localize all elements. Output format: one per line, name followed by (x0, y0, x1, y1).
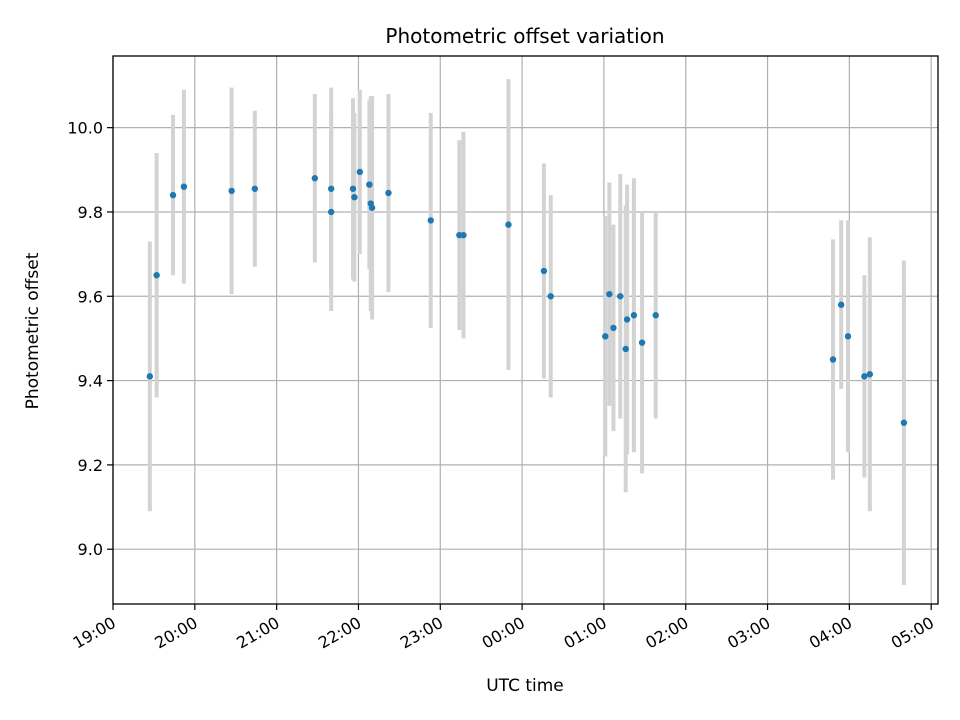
data-point (606, 290, 613, 298)
chart-title: Photometric offset variation (385, 24, 664, 48)
data-point (228, 187, 235, 195)
data-point (356, 168, 364, 176)
data-point (169, 191, 177, 199)
data-point (623, 316, 631, 323)
data-point (251, 185, 259, 192)
y-tick-label: 9.2 (78, 456, 103, 475)
data-point (638, 339, 646, 346)
data-point (861, 373, 868, 380)
data-point (153, 272, 160, 279)
data-point (652, 312, 659, 319)
grid (112, 56, 938, 604)
data-point (630, 312, 638, 319)
y-tick-label: 9.6 (78, 287, 103, 306)
plot-frame (112, 55, 939, 605)
data-point (427, 217, 434, 224)
data-point (844, 333, 852, 340)
y-axis-title: Photometric offset (23, 252, 43, 409)
data-point (146, 373, 154, 380)
y-tick-label: 10.0 (67, 119, 103, 138)
data-point (505, 221, 512, 228)
data-point (351, 194, 358, 201)
data-point (368, 204, 376, 211)
data-point (547, 293, 554, 300)
data-point (366, 181, 373, 188)
data-point (349, 185, 357, 192)
data-points (146, 168, 908, 426)
data-point (602, 333, 609, 340)
data-point (327, 185, 335, 192)
data-point (327, 208, 335, 216)
data-point (866, 371, 874, 378)
data-point (900, 419, 908, 426)
data-point (180, 183, 188, 190)
y-tick-label: 9.4 (78, 372, 103, 391)
y-tick-label: 9.0 (78, 540, 103, 559)
y-tick-label: 9.8 (78, 203, 103, 222)
data-point (622, 345, 629, 353)
data-point (829, 356, 837, 363)
data-point (460, 231, 467, 239)
data-point (540, 267, 548, 275)
data-point (617, 293, 624, 300)
data-point (837, 301, 845, 308)
data-point (385, 189, 392, 197)
data-point (311, 175, 319, 182)
data-point (610, 324, 617, 332)
x-axis-title: UTC time (486, 676, 564, 696)
